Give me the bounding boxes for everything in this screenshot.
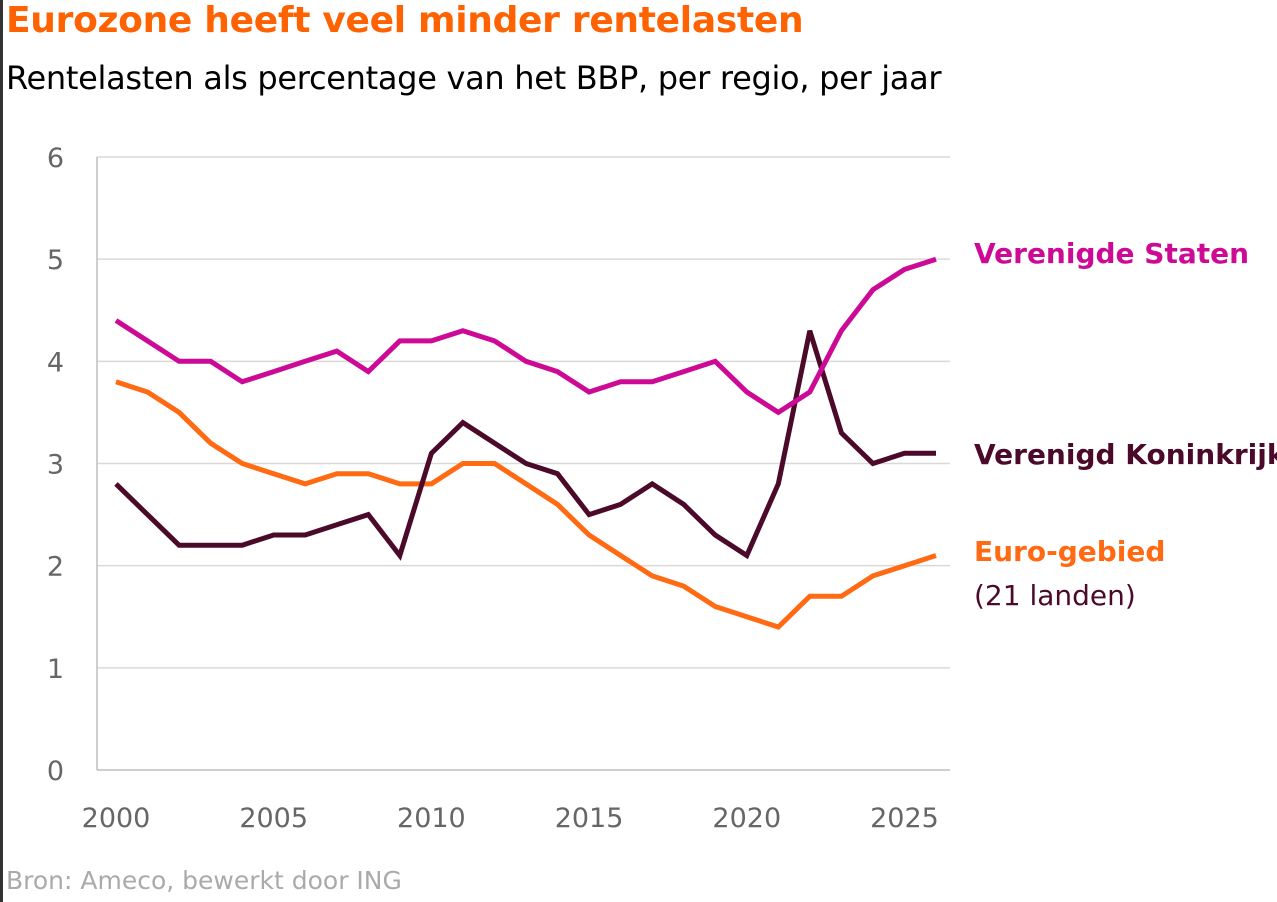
series-label-verenigd-koninkrijk: Verenigd Koninkrijk (974, 438, 1277, 471)
x-tick-label-2000: 2000 (82, 803, 151, 834)
x-tick-label-2025: 2025 (870, 803, 939, 834)
left-edge-bar (0, 0, 3, 902)
x-tick-label-2015: 2015 (555, 803, 624, 834)
source-note: Bron: Ameco, bewerkt door ING (6, 866, 402, 895)
y-tick-label-0: 0 (47, 756, 64, 787)
y-tick-label-3: 3 (47, 450, 64, 481)
y-tick-label-4: 4 (47, 347, 64, 378)
chart-title: Eurozone heeft veel minder rentelasten (6, 0, 804, 41)
x-tick-label-2010: 2010 (397, 803, 466, 834)
y-tick-label-2: 2 (47, 552, 64, 583)
series-line-verenigde-staten (114, 256, 937, 416)
series-label-verenigde-staten: Verenigde Staten (974, 237, 1249, 270)
series-label-euro-gebied: Euro-gebied (974, 535, 1165, 568)
x-tick-label-2005: 2005 (239, 803, 308, 834)
series-note-euro-gebied: (21 landen) (974, 579, 1136, 612)
series-line-verenigd-koninkrijk (114, 329, 936, 561)
y-tick-label-6: 6 (47, 143, 64, 174)
series-line-euro-gebied (115, 379, 937, 630)
x-tick-label-2020: 2020 (712, 803, 781, 834)
y-tick-label-1: 1 (47, 654, 64, 685)
y-tick-label-5: 5 (47, 245, 64, 276)
chart-subtitle: Rentelasten als percentage van het BBP, … (6, 59, 942, 97)
